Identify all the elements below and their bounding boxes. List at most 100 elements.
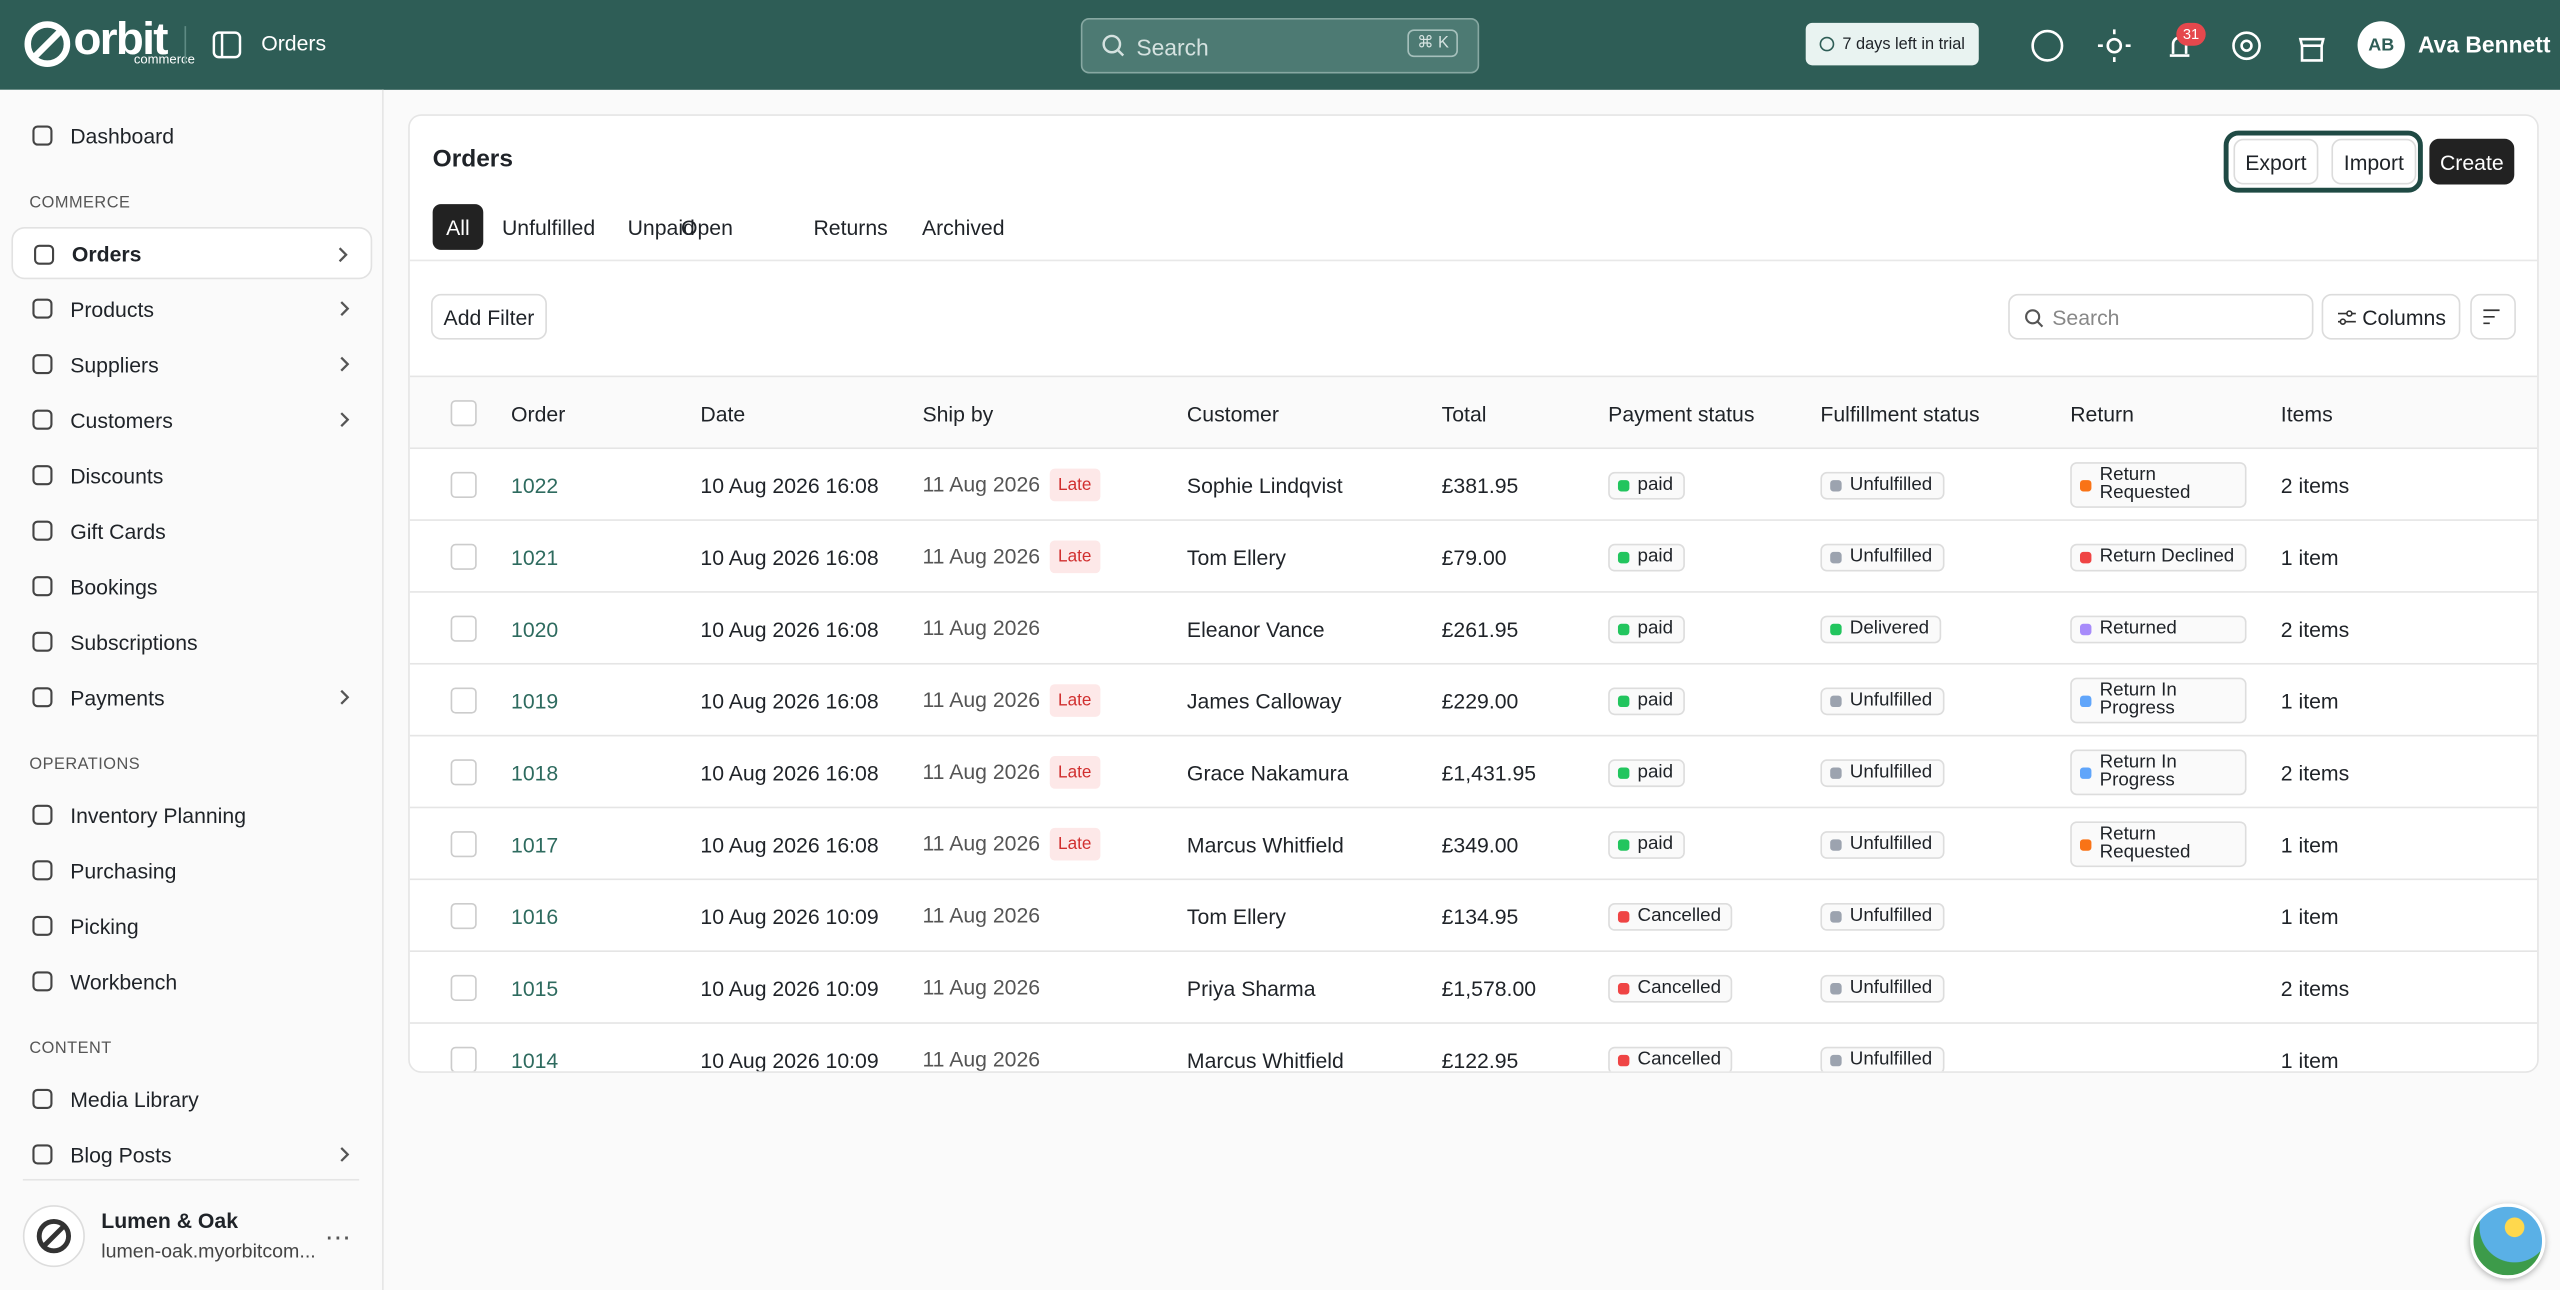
order-number[interactable]: 1014: [511, 1047, 559, 1073]
payment-dot: [1617, 982, 1630, 994]
items-count: 2 items: [2280, 472, 2350, 498]
nav-item[interactable]: Customers: [11, 394, 372, 446]
page-title: Orders: [432, 145, 513, 174]
action-button[interactable]: Create: [2429, 138, 2515, 185]
late-badge: Late: [1049, 540, 1100, 574]
order-number[interactable]: 1021: [511, 544, 559, 570]
order-row[interactable]: 1022 10 Aug 2026 16:08 11 Aug 2026 Late Soph…: [409, 449, 2538, 521]
row-checkbox[interactable]: [450, 974, 477, 1001]
nav-item[interactable]: Inventory Planning: [11, 789, 372, 841]
nav-item[interactable]: Media Library: [11, 1073, 372, 1125]
fulfillment-label: Unfulfilled: [1849, 546, 1933, 566]
payment-label: paid: [1637, 618, 1674, 638]
row-checkbox[interactable]: [450, 759, 477, 786]
ship-by: 11 Aug 2026: [922, 614, 1041, 640]
tab[interactable]: Archived: [921, 214, 1005, 240]
order-row[interactable]: 1019 10 Aug 2026 16:08 11 Aug 2026 Late Jame…: [409, 665, 2538, 737]
nav-item[interactable]: Blog Posts: [11, 1128, 372, 1179]
row-checkbox[interactable]: [450, 1046, 477, 1072]
ship-by-cell: 11 Aug 2026: [922, 952, 1040, 1024]
ship-by-cell: 11 Aug 2026 Late: [922, 449, 1100, 521]
action-button[interactable]: Export: [2233, 138, 2319, 185]
order-number[interactable]: 1022: [511, 472, 559, 498]
row-checkbox[interactable]: [450, 902, 477, 930]
order-number[interactable]: 1015: [511, 975, 559, 1001]
nav-label: Media Library: [70, 1086, 199, 1112]
fulfillment-cell: Unfulfilled: [1820, 1024, 1944, 1072]
row-checkbox[interactable]: [450, 471, 477, 499]
order-number[interactable]: 1017: [511, 831, 559, 857]
order-number[interactable]: 1020: [511, 616, 559, 641]
columns-button[interactable]: Columns: [2321, 293, 2461, 340]
nav-group-title: COMMERCE: [29, 194, 131, 213]
avatar[interactable]: AB: [2357, 21, 2405, 69]
total: £134.95: [1441, 903, 1519, 929]
nav-item[interactable]: Dashboard: [11, 109, 372, 161]
row-checkbox[interactable]: [450, 615, 477, 642]
nav-item[interactable]: Payments: [11, 671, 372, 723]
order-row[interactable]: 1016 10 Aug 2026 10:09 11 Aug 2026 Tom Elle…: [409, 880, 2538, 952]
add-filter-button[interactable]: Add Filter: [431, 293, 547, 340]
nav-item[interactable]: Picking: [11, 900, 372, 952]
total: £381.95: [1441, 472, 1519, 498]
action-button[interactable]: Import: [2331, 138, 2417, 185]
return-cell: Return Requested: [2070, 808, 2247, 880]
tab[interactable]: Unpaid: [627, 214, 695, 240]
order-row[interactable]: 1015 10 Aug 2026 10:09 11 Aug 2026 Priya Sh…: [409, 952, 2538, 1024]
nav-item[interactable]: Subscriptions: [11, 616, 372, 668]
order-date: 10 Aug 2026 10:09: [700, 975, 879, 1001]
nav-item[interactable]: Workbench: [11, 955, 372, 1007]
nav-item[interactable]: Products: [11, 282, 372, 334]
nav-item[interactable]: Gift Cards: [11, 505, 372, 557]
order-row[interactable]: 1014 10 Aug 2026 10:09 11 Aug 2026 Marcus W…: [410, 1024, 2537, 1073]
tab[interactable]: Unfulfilled: [501, 214, 596, 240]
select-all[interactable]: [450, 400, 477, 427]
payment-label: Cancelled: [1637, 1049, 1722, 1069]
row-checkbox[interactable]: [450, 687, 477, 714]
ship-by-cell: 11 Aug 2026 Late: [922, 521, 1100, 593]
sort-button[interactable]: [2470, 293, 2516, 340]
row-checkbox[interactable]: [450, 831, 477, 858]
nav-label: Inventory Planning: [70, 802, 247, 828]
return-badge: Return Requested: [2070, 462, 2247, 508]
order-row[interactable]: 1018 10 Aug 2026 16:08 11 Aug 2026 Late Grac…: [409, 736, 2538, 809]
nav-label: Suppliers: [70, 351, 159, 377]
order-number[interactable]: 1018: [511, 760, 559, 785]
return-dot: [2079, 622, 2092, 635]
return-dot: [2079, 479, 2092, 491]
trial-badge[interactable]: 7 days left in trial: [1805, 22, 1979, 66]
items-count: 2 items: [2280, 616, 2350, 641]
fulfillment-cell: Unfulfilled: [1820, 736, 1944, 808]
tab[interactable]: Returns: [813, 214, 888, 240]
payment-cell: paid: [1608, 665, 1685, 737]
late-badge: Late: [1049, 468, 1100, 502]
order-row[interactable]: 1017 10 Aug 2026 16:08 11 Aug 2026 Late Marc…: [409, 808, 2538, 881]
payment-label: paid: [1637, 761, 1674, 782]
column-header: Total: [1441, 400, 1487, 426]
columns-label: Columns: [2362, 304, 2446, 330]
tab[interactable]: Open: [680, 214, 733, 240]
nav-item[interactable]: Orders: [11, 226, 373, 280]
assistant-button[interactable]: [2470, 1203, 2546, 1279]
nav-item[interactable]: Bookings: [11, 560, 372, 612]
order-row[interactable]: 1020 10 Aug 2026 16:08 11 Aug 2026 Eleanor …: [409, 593, 2538, 665]
order-row[interactable]: 1021 10 Aug 2026 16:08 11 Aug 2026 Late Tom …: [409, 521, 2538, 593]
sidebar-toggle[interactable]: [212, 31, 242, 59]
fulfillment-dot: [1830, 1054, 1842, 1066]
nav-item[interactable]: Discounts: [11, 449, 372, 501]
fulfillment-label: Unfulfilled: [1849, 1049, 1933, 1069]
nav-item[interactable]: Purchasing: [11, 844, 372, 896]
return-cell: Return In Progress: [2070, 665, 2247, 737]
table-search[interactable]: Search: [2008, 293, 2314, 340]
row-checkbox[interactable]: [450, 543, 477, 570]
user-name[interactable]: Ava Bennett: [2417, 31, 2551, 58]
order-number[interactable]: 1019: [511, 688, 559, 713]
order-number[interactable]: 1016: [511, 903, 559, 929]
nav-item[interactable]: Suppliers: [11, 338, 372, 390]
tab[interactable]: All: [432, 204, 484, 250]
column-header: Customer: [1186, 400, 1279, 426]
nav-label: Dashboard: [70, 123, 175, 148]
global-search[interactable]: Search ⌘ K: [1080, 17, 1480, 74]
store-menu[interactable]: ⋯: [324, 1224, 352, 1253]
ship-by-cell: 11 Aug 2026 Late: [922, 665, 1100, 737]
